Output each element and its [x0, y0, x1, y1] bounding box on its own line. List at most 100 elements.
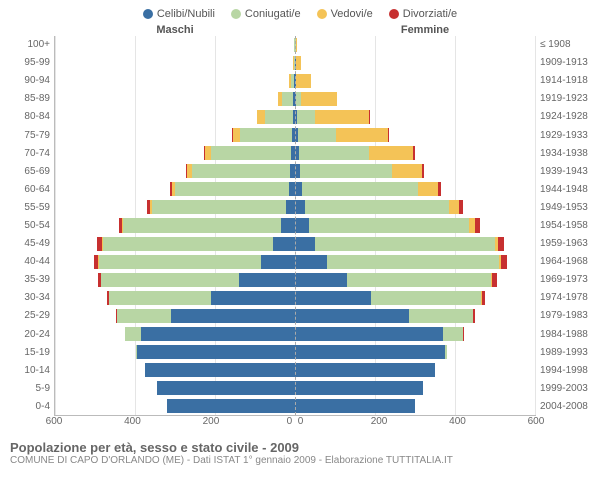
year-tick: 1934-1938: [538, 149, 596, 159]
age-tick: 70-74: [4, 149, 52, 159]
year-tick: 1969-1973: [538, 275, 596, 285]
age-tick: 15-19: [4, 348, 52, 358]
male-bar: [55, 343, 295, 361]
x-tick: 600: [528, 416, 545, 436]
bar-segment: [297, 110, 315, 124]
legend-label: Divorziati/e: [403, 8, 457, 20]
legend-swatch: [317, 9, 327, 19]
legend-swatch: [143, 9, 153, 19]
bar-segment: [233, 128, 240, 142]
male-bar: [55, 72, 295, 90]
age-tick: 90-94: [4, 76, 52, 86]
age-tick: 20-24: [4, 330, 52, 340]
bar-segment: [443, 327, 463, 341]
male-bar: [55, 235, 295, 253]
chart-source: COMUNE DI CAPO D'ORLANDO (ME) - Dati IST…: [10, 455, 590, 466]
bar-segment: [101, 273, 239, 287]
bar-segment: [299, 146, 369, 160]
male-bar: [55, 90, 295, 108]
bar-segment: [371, 291, 481, 305]
bar-segment: [295, 327, 443, 341]
female-bar: [295, 235, 535, 253]
bar-segment: [475, 218, 480, 232]
bar-segment: [109, 291, 211, 305]
x-tick: 0: [298, 416, 304, 436]
legend-swatch: [231, 9, 241, 19]
bar-segment: [295, 273, 347, 287]
bar-segment: [295, 255, 327, 269]
age-tick: 10-14: [4, 366, 52, 376]
female-bar: [295, 198, 535, 216]
bar-segment: [295, 399, 415, 413]
female-bar: [295, 36, 535, 54]
bar-segment: [409, 309, 473, 323]
female-bar: [295, 162, 535, 180]
bar-segment: [286, 200, 295, 214]
bar-segment: [369, 146, 413, 160]
year-tick: 1929-1933: [538, 131, 596, 141]
age-tick: 60-64: [4, 185, 52, 195]
age-tick: 50-54: [4, 221, 52, 231]
female-bar: [295, 54, 535, 72]
x-axis-right: 0200400600: [295, 416, 536, 436]
bar-segment: [123, 218, 281, 232]
bar-segment: [295, 182, 302, 196]
bar-segment: [239, 273, 295, 287]
bar-segment: [145, 363, 295, 377]
female-bar: [295, 379, 535, 397]
year-tick: 1954-1958: [538, 221, 596, 231]
bar-segment: [296, 74, 311, 88]
age-tick: 85-89: [4, 94, 52, 104]
bar-segment: [305, 200, 449, 214]
year-tick: 1959-1963: [538, 239, 596, 249]
male-bar: [55, 126, 295, 144]
year-tick: 2004-2008: [538, 402, 596, 412]
y-axis-label-left: Fasce di età: [0, 164, 2, 221]
bar-segment: [240, 128, 292, 142]
female-bar: [295, 343, 535, 361]
female-bar: [295, 180, 535, 198]
bar-segment: [498, 237, 504, 251]
female-bar: [295, 361, 535, 379]
bar-segment: [347, 273, 491, 287]
male-bar: [55, 54, 295, 72]
male-bar: [55, 397, 295, 415]
bar-segment: [211, 146, 291, 160]
bar-segment: [295, 345, 445, 359]
legend-item: Celibi/Nubili: [143, 8, 215, 20]
male-bar: [55, 216, 295, 234]
male-bar: [55, 36, 295, 54]
bar-segment: [422, 164, 424, 178]
male-bar: [55, 361, 295, 379]
male-bar: [55, 379, 295, 397]
year-tick: 1909-1913: [538, 58, 596, 68]
bar-segment: [459, 200, 463, 214]
female-bar: [295, 72, 535, 90]
year-tick: 1984-1988: [538, 330, 596, 340]
bar-segment: [99, 255, 261, 269]
bar-segment: [125, 327, 141, 341]
year-tick: 1979-1983: [538, 311, 596, 321]
female-bar: [295, 144, 535, 162]
bar-segment: [141, 327, 295, 341]
female-bar: [295, 271, 535, 289]
female-bar: [295, 90, 535, 108]
bar-segment: [295, 309, 409, 323]
female-bar: [295, 397, 535, 415]
bar-segment: [392, 164, 422, 178]
bar-segment: [413, 146, 415, 160]
legend-item: Vedovi/e: [317, 8, 373, 20]
bar-segment: [501, 255, 507, 269]
male-bar: [55, 198, 295, 216]
header-male: Maschi: [0, 24, 300, 36]
bar-segment: [327, 255, 499, 269]
legend-item: Coniugati/e: [231, 8, 301, 20]
bar-segment: [449, 200, 459, 214]
year-tick: 1999-2003: [538, 384, 596, 394]
year-tick: 1949-1953: [538, 203, 596, 213]
age-tick: 100+: [4, 40, 52, 50]
male-bar: [55, 180, 295, 198]
bar-segment: [418, 182, 438, 196]
bar-segment: [295, 200, 305, 214]
female-bar: [295, 216, 535, 234]
